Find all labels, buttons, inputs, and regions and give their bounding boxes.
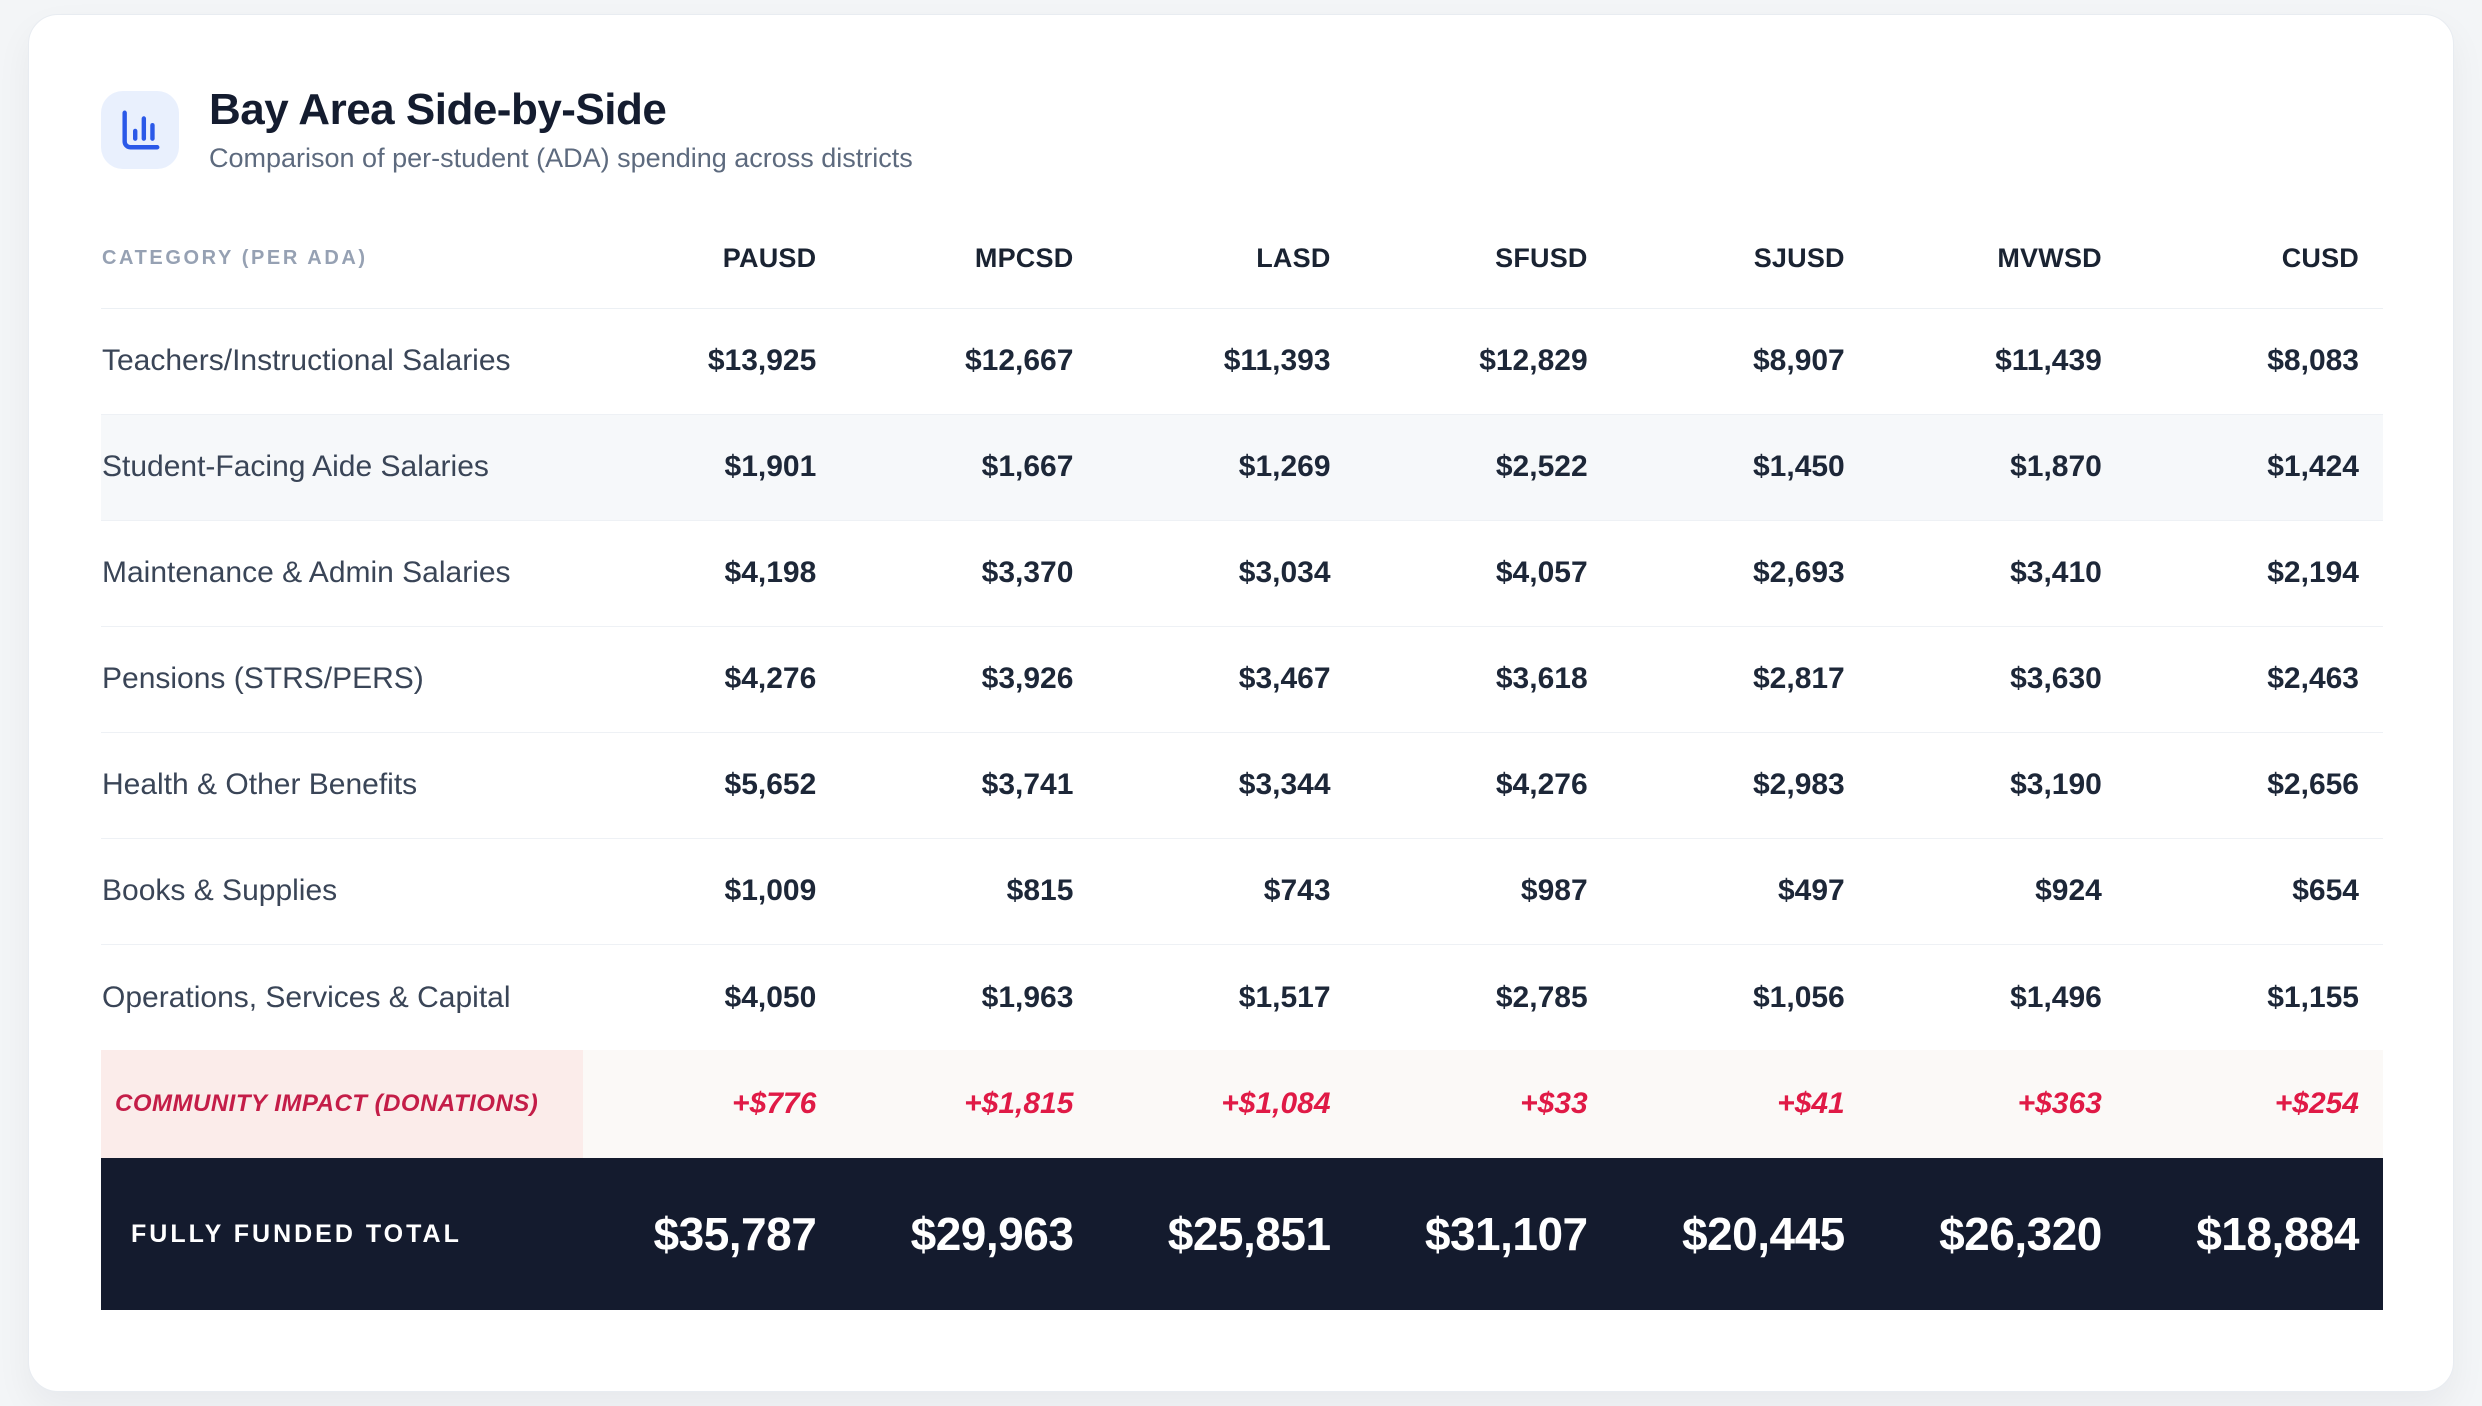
total-row-label: FULLY FUNDED TOTAL <box>101 1158 584 1311</box>
cell-value: $8,083 <box>2267 344 2359 378</box>
page-title: Bay Area Side-by-Side <box>209 85 667 134</box>
cell-value: $2,785 <box>1354 943 1612 1051</box>
cell-value: $4,276 <box>1354 731 1612 839</box>
row-label: Books & Supplies <box>101 837 584 945</box>
cell-value: $2,194 <box>2125 519 2383 627</box>
cell-value: $2,656 <box>2125 731 2383 839</box>
page-subtitle: Comparison of per-student (ADA) spending… <box>209 143 913 174</box>
header-row: CATEGORY (PER ADA) PAUSD MPCSD LASD SFUS… <box>101 208 2383 309</box>
cell-value: $5,652 <box>583 731 841 839</box>
cell-value: $3,370 <box>840 519 1098 627</box>
cell-value: $2,817 <box>1611 625 1869 733</box>
cell-value: $1,963 <box>840 943 1098 1051</box>
cell-value: $654 <box>2125 837 2383 945</box>
cell-value: $3,618 <box>1354 625 1612 733</box>
row-label: Maintenance & Admin Salaries <box>101 519 584 627</box>
donation-cell-value: +$363 <box>1868 1050 2126 1159</box>
donation-cell-value: +$776 <box>583 1050 841 1159</box>
cell-value: $1,155 <box>2125 943 2383 1051</box>
donation-cell-value: +$41 <box>1611 1050 1869 1159</box>
donation-cell-value: +$254 <box>2125 1050 2383 1159</box>
cell-value: $3,630 <box>1868 625 2126 733</box>
row-label: Operations, Services & Capital <box>101 943 584 1051</box>
cell-value: $924 <box>1868 837 2126 945</box>
comparison-card: Bay Area Side-by-Side Comparison of per-… <box>28 14 2454 1392</box>
cell-value: $3,741 <box>840 731 1098 839</box>
district-column-header-lasd: LASD <box>1097 208 1355 309</box>
cell-value: $743 <box>1097 837 1355 945</box>
donation-cell-value: +$1,815 <box>840 1050 1098 1159</box>
cell-value: $2,522 <box>1354 413 1612 521</box>
cell-value: $2,463 <box>2125 625 2383 733</box>
cell-value: $987 <box>1354 837 1612 945</box>
donation-cell-value: +$33 <box>1354 1050 1612 1159</box>
cell-value: $4,198 <box>583 519 841 627</box>
cell-value: $12,667 <box>964 344 1074 378</box>
row-label: Teachers/Instructional Salaries <box>102 344 511 378</box>
total-cell-value: $26,320 <box>1868 1158 2126 1311</box>
table-row-health-benefits: Health & Other Benefits $5,652 $3,741 $3… <box>101 731 2383 839</box>
cell-value: $815 <box>840 837 1098 945</box>
cell-value: $3,190 <box>1868 731 2126 839</box>
district-column-header-mvwsd: MVWSD <box>1868 208 2126 309</box>
cell-value: $2,983 <box>1611 731 1869 839</box>
cell-value: $497 <box>1611 837 1869 945</box>
cell-value: $1,450 <box>1611 413 1869 521</box>
table-row-teachers-salaries: Teachers/Instructional Salaries $13,925 … <box>101 308 2383 414</box>
total-cell-value: $31,107 <box>1354 1158 1612 1311</box>
cell-value: $8,907 <box>1752 344 1845 378</box>
district-column-header-sfusd: SFUSD <box>1354 208 1612 309</box>
table-row-fully-funded-total: FULLY FUNDED TOTAL $35,787 $29,963 $25,8… <box>101 1158 2383 1311</box>
row-label: Pensions (STRS/PERS) <box>101 625 584 733</box>
cell-value: $12,829 <box>1479 344 1588 378</box>
table-header: CATEGORY (PER ADA) PAUSD MPCSD LASD SFUS… <box>101 208 2383 309</box>
spending-comparison-table: CATEGORY (PER ADA) PAUSD MPCSD LASD SFUS… <box>101 208 2383 1311</box>
table-row-books-supplies: Books & Supplies $1,009 $815 $743 $987 $… <box>101 837 2383 945</box>
total-cell-value: $18,884 <box>2125 1158 2383 1311</box>
donation-cell-value: +$1,084 <box>1097 1050 1355 1159</box>
bar-chart-icon <box>101 90 179 169</box>
total-cell-value: $35,787 <box>583 1158 841 1311</box>
cell-value: $3,467 <box>1097 625 1355 733</box>
donation-row-label: COMMUNITY IMPACT (DONATIONS) <box>101 1050 584 1159</box>
row-label: Health & Other Benefits <box>101 731 584 839</box>
card-header-text: Bay Area Side-by-Side Comparison of per-… <box>209 85 913 174</box>
district-column-header-sjusd: SJUSD <box>1611 208 1869 309</box>
table-row-operations-capital: Operations, Services & Capital $4,050 $1… <box>101 943 2383 1051</box>
cell-value: $1,870 <box>1868 413 2126 521</box>
district-column-header-pausd: PAUSD <box>583 208 841 309</box>
table-row-community-impact: COMMUNITY IMPACT (DONATIONS) +$776 +$1,8… <box>101 1050 2383 1159</box>
cell-value: $1,009 <box>583 837 841 945</box>
row-label: Student-Facing Aide Salaries <box>101 413 584 521</box>
table-row-aide-salaries: Student-Facing Aide Salaries $1,901 $1,6… <box>101 413 2383 521</box>
cell-value: $3,034 <box>1097 519 1355 627</box>
category-column-header: CATEGORY (PER ADA) <box>101 208 584 309</box>
cell-value: $4,050 <box>583 943 841 1051</box>
cell-value: $1,269 <box>1097 413 1355 521</box>
cell-value: $1,496 <box>1868 943 2126 1051</box>
cell-value: $1,424 <box>2125 413 2383 521</box>
cell-value: $3,410 <box>1868 519 2126 627</box>
total-cell-value: $20,445 <box>1611 1158 1869 1311</box>
cell-value: $11,393 <box>1223 344 1331 378</box>
total-cell-value: $25,851 <box>1097 1158 1355 1311</box>
district-column-header-cusd: CUSD <box>2125 208 2383 309</box>
card-header: Bay Area Side-by-Side Comparison of per-… <box>101 85 2381 174</box>
district-column-header-mpcsd: MPCSD <box>840 208 1098 309</box>
table-row-maintenance-admin: Maintenance & Admin Salaries $4,198 $3,3… <box>101 519 2383 627</box>
cell-value: $1,517 <box>1097 943 1355 1051</box>
total-cell-value: $29,963 <box>840 1158 1098 1311</box>
cell-value: $4,276 <box>583 625 841 733</box>
cell-value: $1,056 <box>1611 943 1869 1051</box>
cell-value: $13,925 <box>707 344 817 378</box>
cell-value: $11,439 <box>1995 344 2102 378</box>
cell-value: $1,667 <box>840 413 1098 521</box>
cell-value: $3,344 <box>1097 731 1355 839</box>
cell-value: $2,693 <box>1611 519 1869 627</box>
cell-value: $1,901 <box>583 413 841 521</box>
cell-value: $3,926 <box>840 625 1098 733</box>
table-row-pensions: Pensions (STRS/PERS) $4,276 $3,926 $3,46… <box>101 625 2383 733</box>
cell-value: $4,057 <box>1354 519 1612 627</box>
